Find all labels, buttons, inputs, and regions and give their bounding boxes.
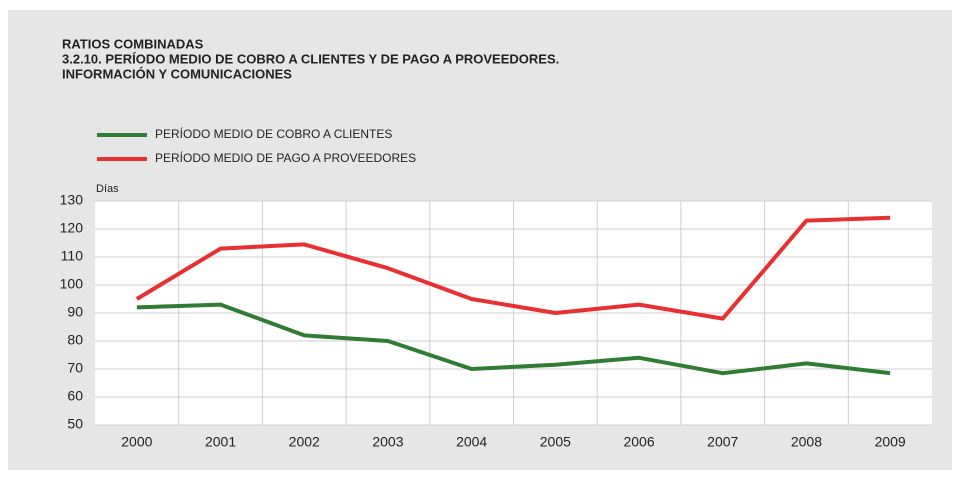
x-tick-label: 2004 [456, 434, 487, 450]
chart-title: 3.2.10. PERÍODO MEDIO DE COBRO A CLIENTE… [62, 51, 559, 66]
x-tick-label: 2002 [289, 434, 320, 450]
y-tick-label: 70 [67, 360, 83, 376]
chart-title: INFORMACIÓN Y COMUNICACIONES [62, 66, 292, 81]
x-tick-label: 2001 [205, 434, 236, 450]
x-tick-label: 2000 [121, 434, 152, 450]
y-axis-label: Días [96, 183, 119, 195]
x-tick-label: 2003 [372, 434, 403, 450]
y-tick-label: 110 [61, 248, 84, 264]
x-tick-label: 2008 [791, 434, 822, 450]
chart-title: RATIOS COMBINADAS [62, 36, 204, 51]
y-tick-label: 90 [67, 304, 83, 320]
x-tick-label: 2006 [623, 434, 654, 450]
y-tick-label: 100 [60, 276, 84, 292]
y-tick-label: 130 [60, 192, 84, 208]
y-tick-label: 50 [67, 416, 83, 432]
x-tick-label: 2009 [875, 434, 906, 450]
y-tick-label: 60 [67, 388, 83, 404]
y-tick-label: 120 [60, 220, 84, 236]
x-tick-label: 2007 [707, 434, 738, 450]
legend-label: PERÍODO MEDIO DE PAGO A PROVEEDORES [155, 150, 416, 165]
legend-label: PERÍODO MEDIO DE COBRO A CLIENTES [155, 126, 392, 141]
y-tick-label: 80 [67, 332, 83, 348]
line-series [136, 302, 891, 376]
line-series [135, 215, 891, 321]
x-tick-label: 2005 [540, 434, 571, 450]
